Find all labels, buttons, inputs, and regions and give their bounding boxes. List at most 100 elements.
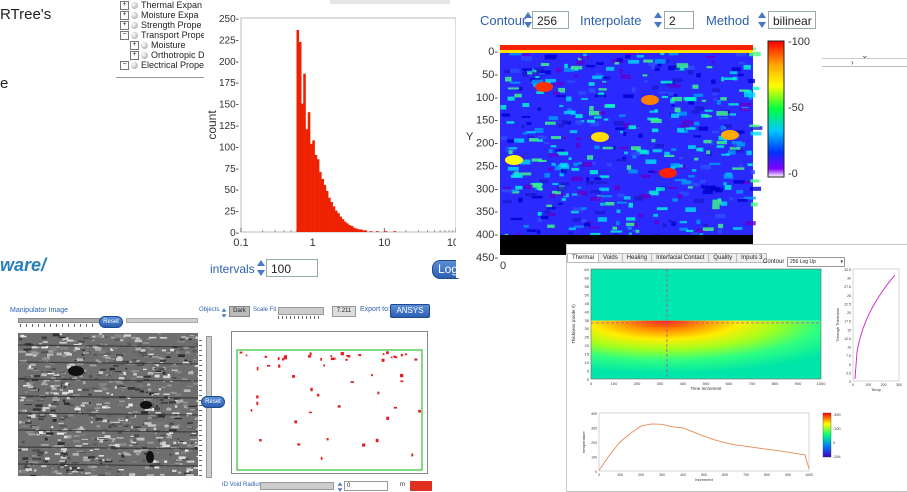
contour-speckle — [538, 136, 547, 140]
contour-hotspot — [721, 130, 739, 140]
micrograph-grain — [131, 436, 134, 437]
micrograph-grain — [109, 380, 113, 383]
tree-item[interactable]: −Electrical Properti — [116, 60, 211, 70]
profile-frame — [853, 269, 899, 381]
contour-speckle — [705, 110, 713, 112]
dark-toggle[interactable]: Dark — [229, 306, 250, 317]
contour-speckle — [581, 98, 588, 100]
ansys-export-button[interactable]: ANSYS — [390, 304, 430, 318]
tree-item-label: Thermal Expan — [141, 0, 202, 10]
void-value[interactable]: 0 — [344, 481, 388, 491]
void-marker — [338, 405, 341, 407]
contour-hotspot — [535, 82, 553, 92]
micrograph-grain — [117, 423, 123, 426]
expand-toggle-icon[interactable]: + — [120, 21, 129, 30]
tab-voids[interactable]: Voids — [598, 253, 623, 263]
micrograph-grain — [45, 438, 48, 441]
contour-speckle — [521, 56, 532, 61]
micrograph-grain — [54, 470, 58, 472]
expand-toggle-icon[interactable]: + — [130, 41, 139, 50]
micrograph-grain — [63, 450, 66, 452]
contour-speckle — [573, 218, 581, 222]
thermal-field-top — [591, 269, 821, 321]
tab-thermal[interactable]: Thermal — [567, 253, 599, 263]
contour-speckle — [598, 217, 607, 222]
micrograph-grain — [63, 399, 65, 402]
scale-fit-label: Scale Fit — [253, 307, 276, 313]
expand-toggle-icon[interactable]: − — [120, 31, 129, 40]
contour-speckle — [594, 177, 601, 180]
contour-speckle — [562, 120, 568, 125]
objects-stepper[interactable] — [222, 308, 227, 318]
contour-speckle — [606, 104, 615, 108]
expand-toggle-icon[interactable]: + — [120, 11, 129, 20]
contour-speckle — [695, 106, 704, 110]
scrollbar-h[interactable] — [821, 58, 907, 67]
contour-speckle — [672, 198, 678, 202]
micrograph-grain — [41, 465, 46, 467]
expand-toggle-icon[interactable]: − — [120, 61, 129, 70]
interpolate-stepper[interactable] — [654, 12, 662, 28]
contour-speckle — [620, 131, 623, 134]
micrograph-grain — [48, 416, 52, 419]
micrograph-grain — [189, 361, 192, 363]
thermal-y-tick: 40 — [585, 309, 590, 314]
contour-speckle — [732, 141, 742, 144]
micrograph-grain — [178, 424, 180, 427]
y-tick-label: 250- — [219, 14, 239, 25]
contour-speckle — [508, 87, 519, 89]
intervals-stepper[interactable] — [257, 260, 265, 276]
micrograph-grain — [90, 450, 94, 451]
top-slider2-track[interactable] — [126, 318, 198, 323]
interpolate-input[interactable]: 2 — [664, 11, 694, 29]
tree-item[interactable]: +Orthotropic Di — [116, 50, 211, 60]
contour-top-edge2 — [500, 50, 753, 53]
intervals-input[interactable]: 100 — [266, 259, 318, 277]
tab-quality[interactable]: Quality — [708, 253, 737, 263]
micrograph-grain — [85, 350, 87, 352]
micrograph-grain — [54, 385, 61, 387]
micrograph-grain — [108, 374, 111, 376]
reset-top-button[interactable]: Reset — [99, 316, 123, 328]
micrograph-grain — [91, 412, 98, 413]
micrograph-grain — [27, 383, 29, 386]
method-select[interactable]: bilinear — [768, 11, 816, 29]
contour-speckle — [701, 185, 704, 189]
micrograph-grain — [133, 411, 139, 412]
left-text-link[interactable]: ware/ — [0, 255, 46, 276]
tab-healing[interactable]: Healing — [622, 253, 652, 263]
micrograph-grain — [101, 469, 105, 471]
tree-item[interactable]: −Transport Propert — [116, 30, 211, 40]
void-radius-slider[interactable] — [260, 482, 334, 490]
contour-speckle — [569, 157, 572, 160]
micrograph-grain — [55, 453, 60, 455]
top-slider-track[interactable] — [18, 318, 100, 323]
method-stepper[interactable] — [758, 12, 766, 28]
micrograph-grain — [19, 421, 22, 424]
tree-item[interactable]: +Moisture Expa — [116, 10, 211, 20]
micrograph-grain — [111, 446, 115, 447]
tree-item[interactable]: + Thermal Expan — [116, 0, 211, 10]
void-marker — [323, 364, 325, 366]
reset-side-button[interactable]: Reset — [201, 396, 225, 408]
tree-item[interactable]: +Moisture — [116, 40, 211, 50]
expand-toggle-icon[interactable]: + — [120, 1, 129, 10]
expand-toggle-icon[interactable]: + — [130, 51, 139, 60]
contour-speckle — [744, 92, 755, 97]
micrograph-grain — [180, 463, 183, 465]
contour-speckle — [718, 138, 723, 140]
tree-item[interactable]: +Strength Prope — [116, 20, 211, 30]
contour-stepper[interactable] — [524, 12, 532, 28]
contour-speckle — [699, 126, 708, 130]
void-marker — [310, 352, 312, 355]
tab-interfacial-contact[interactable]: Interfacial Contact — [651, 253, 709, 263]
micrograph-grain — [58, 442, 65, 445]
micrograph-grain — [96, 418, 103, 421]
scale-slider[interactable] — [278, 307, 324, 315]
contour-speckle — [586, 65, 595, 68]
micrograph-grain — [67, 435, 71, 438]
contour-speckle — [709, 163, 720, 165]
void-stepper[interactable] — [338, 482, 343, 492]
micrograph-grain — [110, 421, 113, 424]
contour-input[interactable]: 256 — [532, 11, 569, 29]
